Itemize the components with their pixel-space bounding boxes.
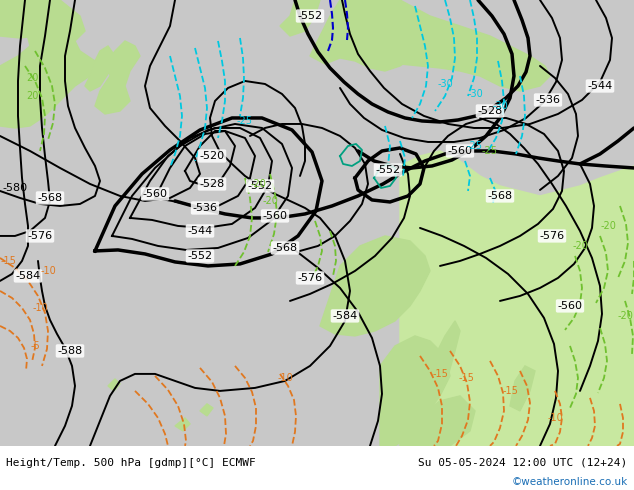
Polygon shape xyxy=(380,0,550,91)
Polygon shape xyxy=(310,0,430,71)
Text: -552: -552 xyxy=(247,181,273,191)
Polygon shape xyxy=(430,321,460,391)
Text: ©weatheronline.co.uk: ©weatheronline.co.uk xyxy=(512,477,628,487)
Text: -544: -544 xyxy=(587,81,612,91)
Text: -560: -560 xyxy=(448,146,472,156)
Text: -15: -15 xyxy=(432,369,448,379)
Text: -30: -30 xyxy=(467,89,483,99)
Text: -568: -568 xyxy=(488,191,512,201)
Text: -576: -576 xyxy=(540,231,564,241)
Text: -10: -10 xyxy=(547,413,563,423)
Polygon shape xyxy=(200,404,213,416)
Text: -5: -5 xyxy=(30,341,40,351)
Text: -584: -584 xyxy=(332,311,358,321)
Text: -580: -580 xyxy=(3,183,27,193)
Text: -528: -528 xyxy=(199,179,224,189)
Text: -576: -576 xyxy=(297,273,323,283)
Text: -15: -15 xyxy=(502,386,518,396)
Text: -536: -536 xyxy=(193,203,217,213)
Text: -544: -544 xyxy=(188,226,212,236)
Text: -560: -560 xyxy=(557,301,583,311)
Text: -588: -588 xyxy=(57,346,82,356)
Text: -20: -20 xyxy=(617,311,633,321)
Text: Height/Temp. 500 hPa [gdmp][°C] ECMWF: Height/Temp. 500 hPa [gdmp][°C] ECMWF xyxy=(6,458,256,467)
Text: -520: -520 xyxy=(200,151,224,161)
Polygon shape xyxy=(85,46,115,91)
Text: -10: -10 xyxy=(40,266,56,276)
Polygon shape xyxy=(0,0,95,128)
Text: -568: -568 xyxy=(273,243,297,253)
Text: -568: -568 xyxy=(37,193,63,203)
Text: -20: -20 xyxy=(600,221,616,231)
Polygon shape xyxy=(175,418,190,431)
Text: -552: -552 xyxy=(297,11,323,21)
Polygon shape xyxy=(0,0,60,38)
Text: -560: -560 xyxy=(143,189,167,199)
Text: -528: -528 xyxy=(477,106,503,116)
Text: -20: -20 xyxy=(572,241,588,251)
Text: -25: -25 xyxy=(237,116,253,126)
Text: -30: -30 xyxy=(492,101,508,111)
Text: -536: -536 xyxy=(536,95,560,105)
Text: -15: -15 xyxy=(0,256,16,266)
Text: 20: 20 xyxy=(26,73,38,83)
Text: 20: 20 xyxy=(26,91,38,101)
Polygon shape xyxy=(380,336,450,446)
Text: -552: -552 xyxy=(375,165,401,175)
Text: -560: -560 xyxy=(262,211,287,221)
Polygon shape xyxy=(400,151,634,446)
Text: -25: -25 xyxy=(467,141,483,151)
Text: -30: -30 xyxy=(437,79,453,89)
Polygon shape xyxy=(280,0,320,36)
Text: -576: -576 xyxy=(27,231,53,241)
Polygon shape xyxy=(95,41,140,114)
Text: -584: -584 xyxy=(15,271,41,281)
Polygon shape xyxy=(320,236,430,336)
Text: Su 05-05-2024 12:00 UTC (12+24): Su 05-05-2024 12:00 UTC (12+24) xyxy=(418,458,628,467)
Text: -15: -15 xyxy=(458,373,474,383)
Text: -25: -25 xyxy=(482,146,498,156)
Text: -20: -20 xyxy=(262,196,278,206)
Text: -10: -10 xyxy=(32,303,48,313)
Polygon shape xyxy=(510,366,535,411)
Polygon shape xyxy=(400,396,475,446)
Text: -552: -552 xyxy=(188,251,212,261)
Polygon shape xyxy=(108,379,120,391)
Text: -10: -10 xyxy=(277,373,293,383)
Text: -20: -20 xyxy=(250,179,266,189)
